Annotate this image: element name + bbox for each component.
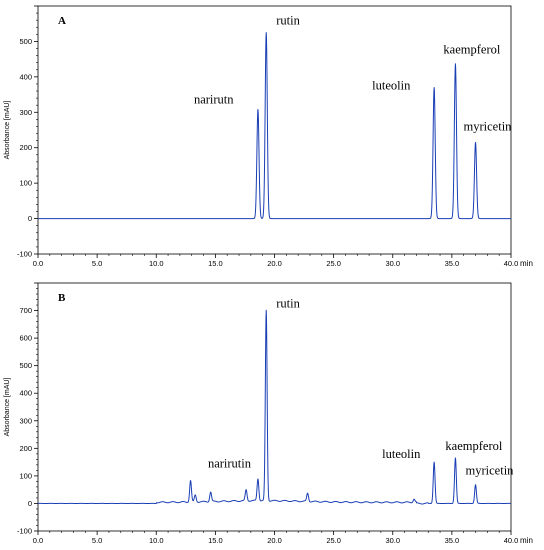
y-tick-label: 100: [19, 471, 32, 480]
plot-frame: [37, 5, 512, 255]
x-tick-label: 40.0: [504, 536, 519, 545]
y-tick-label: 500: [19, 37, 32, 46]
y-tick-label: 600: [19, 334, 32, 343]
x-tick-label: 20.0: [267, 259, 282, 268]
peak-label-luteolin: luteolin: [382, 447, 421, 461]
x-tick-label: 0.0: [33, 536, 43, 545]
x-tick-label: 5.0: [92, 536, 102, 545]
x-axis-label: min: [520, 536, 533, 545]
x-axis-label: min: [520, 259, 533, 268]
x-tick-label: 10.0: [149, 536, 164, 545]
x-tick-label: 15.0: [208, 536, 223, 545]
y-tick-label: 0: [28, 214, 32, 223]
y-tick-label: 300: [19, 108, 32, 117]
x-tick-label: 40.0: [504, 259, 519, 268]
x-tick-label: 0.0: [33, 259, 43, 268]
peak-label-rutin: rutin: [276, 296, 300, 310]
y-tick-label: 700: [19, 306, 32, 315]
x-tick-label: 35.0: [445, 259, 460, 268]
peak-label-kaempferol: kaempferol: [445, 439, 502, 453]
peak-label-rutin: rutin: [276, 14, 300, 28]
plot-frame: [37, 282, 512, 532]
x-tick-label: 5.0: [92, 259, 102, 268]
peak-label-narirutn: narirutn: [194, 92, 234, 106]
y-tick-label: -100: [17, 527, 32, 536]
panel-label: A: [58, 15, 66, 27]
x-tick-label: 30.0: [385, 536, 400, 545]
x-tick-label: 30.0: [385, 259, 400, 268]
x-tick-label: 15.0: [208, 259, 223, 268]
y-tick-label: 300: [19, 416, 32, 425]
x-tick-label: 20.0: [267, 536, 282, 545]
peak-label-myricetin: myricetin: [466, 464, 515, 478]
panel-label: B: [58, 292, 66, 304]
y-tick-label: 0: [28, 499, 32, 508]
peak-label-kaempferol: kaempferol: [443, 43, 500, 57]
y-axis-label: Absorbance [mAU]: [4, 378, 11, 437]
y-tick-label: 100: [19, 179, 32, 188]
x-tick-label: 10.0: [149, 259, 164, 268]
x-tick-label: 25.0: [326, 536, 341, 545]
chart-panel-b: 0.0 5.0 10.0 15.0 20.0 25.0 30.0 35.0 40.0 min -10…: [4, 282, 533, 545]
y-axis-label: Absorbance [mAU]: [4, 101, 11, 160]
chromatogram-trace: [37, 309, 512, 505]
x-tick-label: 25.0: [326, 259, 341, 268]
y-tick-label: 400: [19, 72, 32, 81]
peak-label-narirutin: narirutin: [208, 456, 252, 470]
y-tick-label: 200: [19, 444, 32, 453]
chromatogram-trace: [37, 32, 512, 220]
chart-panel-a: 0.0 5.0 10.0 15.0 20.0 25.0 30.0 35.0 40.0 min -10…: [4, 5, 533, 268]
y-tick-label: 200: [19, 143, 32, 152]
x-tick-label: 35.0: [445, 536, 460, 545]
y-tick-label: 500: [19, 361, 32, 370]
peak-label-luteolin: luteolin: [372, 78, 411, 92]
y-tick-label: 400: [19, 389, 32, 398]
peak-label-myricetin: myricetin: [464, 119, 513, 133]
y-tick-label: -100: [17, 250, 32, 259]
